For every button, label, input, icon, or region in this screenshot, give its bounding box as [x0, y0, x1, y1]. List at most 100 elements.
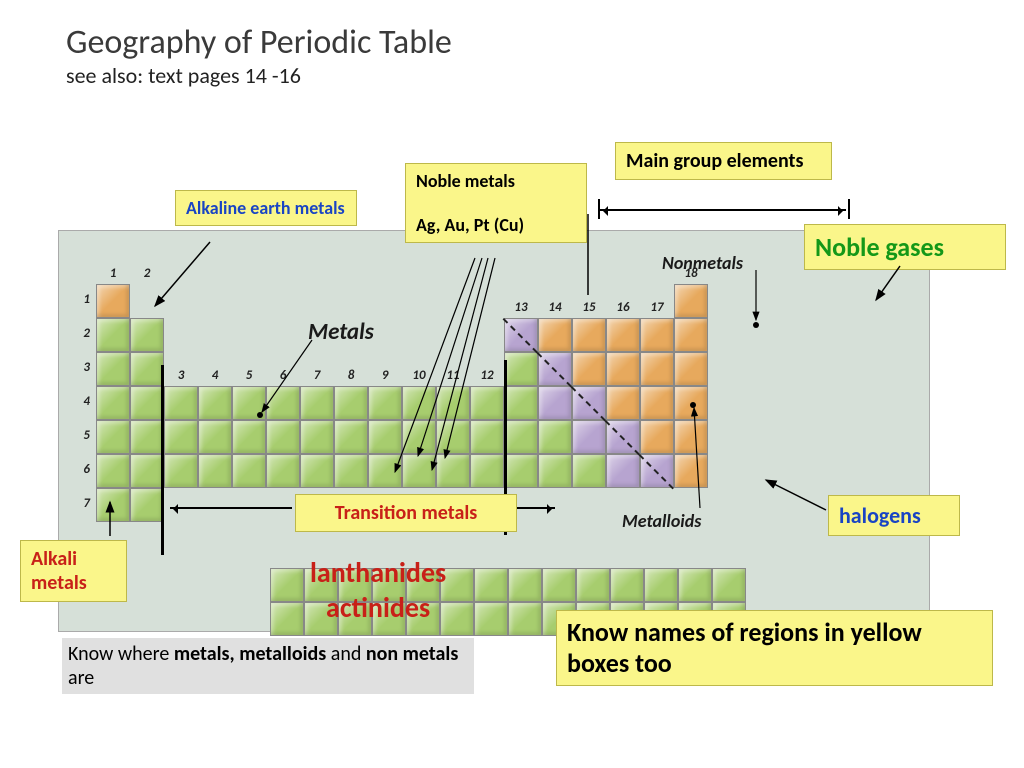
fblock-0-6 — [474, 568, 508, 602]
group-label-12: 12 — [470, 368, 504, 383]
cell-p4-g3 — [164, 386, 198, 420]
cell-p3-g2 — [130, 352, 164, 386]
cell-p7-g2 — [130, 488, 164, 522]
noble-metals-title: Noble metals — [416, 170, 515, 192]
cell-p6-g15 — [572, 454, 606, 488]
fblock-0-10 — [610, 568, 644, 602]
cell-p5-g9 — [368, 420, 402, 454]
cell-p2-g1 — [96, 318, 130, 352]
cell-p6-g7 — [300, 454, 334, 488]
group-label-7: 7 — [300, 368, 334, 383]
cell-p3-g13 — [504, 352, 538, 386]
cell-p4-g17 — [640, 386, 674, 420]
page-title: Geography of Periodic Table — [66, 22, 452, 63]
cell-p5-g11 — [436, 420, 470, 454]
cell-p5-g13 — [504, 420, 538, 454]
cell-p2-g16 — [606, 318, 640, 352]
cell-p5-g7 — [300, 420, 334, 454]
cell-p4-g8 — [334, 386, 368, 420]
cell-p6-g18 — [674, 454, 708, 488]
metalloids-label: Metalloids — [622, 510, 701, 532]
cell-p6-g13 — [504, 454, 538, 488]
group-label-5: 5 — [232, 368, 266, 383]
group-label-9: 9 — [368, 368, 402, 383]
know-note-b2: non metals — [366, 642, 458, 666]
group-label-10: 10 — [402, 368, 436, 383]
cell-p6-g5 — [232, 454, 266, 488]
callout-alkali: Alkali metals — [20, 540, 127, 602]
fblock-0-12 — [678, 568, 712, 602]
know-note-mid: and — [326, 642, 366, 666]
fblock-0-8 — [542, 568, 576, 602]
cell-p5-g17 — [640, 420, 674, 454]
cell-p5-g5 — [232, 420, 266, 454]
cell-p6-g10 — [402, 454, 436, 488]
cell-p4-g16 — [606, 386, 640, 420]
cell-p6-g8 — [334, 454, 368, 488]
cell-p4-g11 — [436, 386, 470, 420]
cell-p3-g18 — [674, 352, 708, 386]
main-group-arrow — [600, 209, 846, 211]
cell-p6-g3 — [164, 454, 198, 488]
group-label-17: 17 — [640, 300, 674, 315]
metals-label: Metals — [308, 318, 374, 346]
cell-p2-g18 — [674, 318, 708, 352]
callout-transition: Transition metals — [295, 494, 517, 532]
fblock-1-5 — [440, 602, 474, 636]
group-label-13: 13 — [504, 300, 538, 315]
know-note: Know where metals, metalloids and non me… — [62, 638, 474, 694]
cell-p4-g13 — [504, 386, 538, 420]
fblock-0-13 — [712, 568, 746, 602]
period-label-7: 7 — [72, 496, 90, 511]
group-label-8: 8 — [334, 368, 368, 383]
cell-p2-g14 — [538, 318, 572, 352]
cell-p6-g9 — [368, 454, 402, 488]
know-note-prefix: Know where — [68, 642, 174, 666]
cell-p3-g16 — [606, 352, 640, 386]
cell-p4-g12 — [470, 386, 504, 420]
actinides-label: actinides — [326, 590, 430, 625]
callout-main-group: Main group elements — [615, 142, 832, 180]
cell-p4-g10 — [402, 386, 436, 420]
cell-p5-g3 — [164, 420, 198, 454]
cell-p5-g6 — [266, 420, 300, 454]
period-label-5: 5 — [72, 428, 90, 443]
group-label-3: 3 — [164, 368, 198, 383]
cell-p3-g1 — [96, 352, 130, 386]
fblock-0-7 — [508, 568, 542, 602]
group-label-2: 2 — [130, 266, 164, 281]
cell-p2-g2 — [130, 318, 164, 352]
cell-p4-g1 — [96, 386, 130, 420]
cell-p6-g1 — [96, 454, 130, 488]
cell-p3-g15 — [572, 352, 606, 386]
cell-p4-g18 — [674, 386, 708, 420]
cell-p4-g7 — [300, 386, 334, 420]
cell-p5-g2 — [130, 420, 164, 454]
period-label-2: 2 — [72, 326, 90, 341]
cell-p1-g18 — [674, 284, 708, 318]
period-label-3: 3 — [72, 360, 90, 375]
cell-p6-g12 — [470, 454, 504, 488]
cell-p5-g18 — [674, 420, 708, 454]
period-label-6: 6 — [72, 462, 90, 477]
fblock-0-11 — [644, 568, 678, 602]
group-label-4: 4 — [198, 368, 232, 383]
lanthanides-label: lanthanides — [310, 555, 446, 590]
fblock-1-7 — [508, 602, 542, 636]
fblock-1-0 — [270, 602, 304, 636]
cell-p2-g15 — [572, 318, 606, 352]
cell-p5-g4 — [198, 420, 232, 454]
cell-p4-g2 — [130, 386, 164, 420]
cell-p6-g16 — [606, 454, 640, 488]
callout-alkaline-earth: Alkaline earth metals — [175, 190, 357, 226]
cell-p6-g11 — [436, 454, 470, 488]
period-label-4: 4 — [72, 394, 90, 409]
fblock-0-0 — [270, 568, 304, 602]
main-group-tick-right — [848, 199, 850, 219]
group-label-6: 6 — [266, 368, 300, 383]
cell-p5-g14 — [538, 420, 572, 454]
cell-p4-g9 — [368, 386, 402, 420]
cell-p6-g4 — [198, 454, 232, 488]
cell-p6-g2 — [130, 454, 164, 488]
fblock-0-9 — [576, 568, 610, 602]
